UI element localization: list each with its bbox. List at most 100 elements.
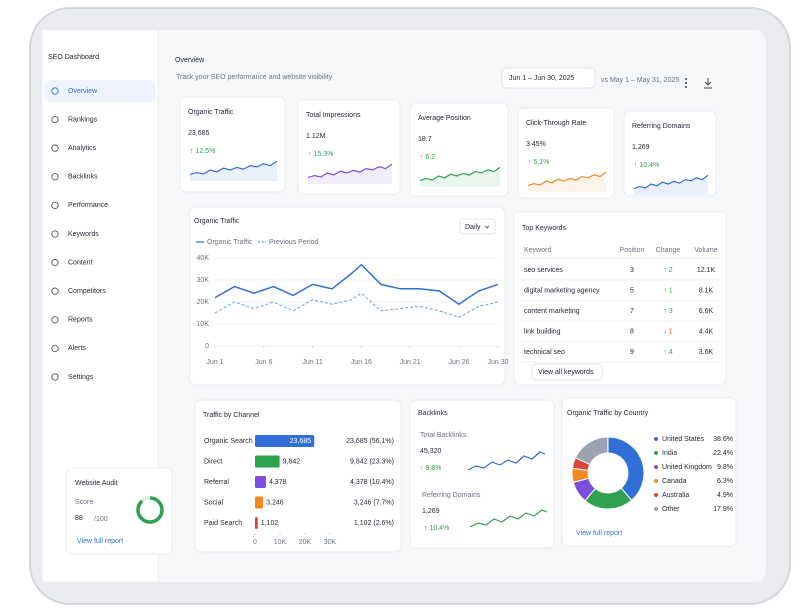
table-header: Change bbox=[656, 247, 681, 254]
channel-label: Direct bbox=[204, 458, 222, 465]
kpi-sparkline bbox=[633, 174, 709, 189]
audit-card bbox=[65, 467, 173, 555]
country-value: 9.8% bbox=[717, 464, 733, 471]
x-tick-label: Jun 11 bbox=[302, 359, 323, 366]
channel-bar bbox=[255, 517, 258, 529]
nav-item[interactable]: Backlinks bbox=[68, 174, 98, 181]
nav-icon bbox=[51, 144, 59, 152]
nav-icon bbox=[51, 201, 59, 210]
nav-icon bbox=[51, 87, 59, 95]
nav-item[interactable]: Settings bbox=[68, 374, 94, 381]
nav-item[interactable]: Performance bbox=[68, 202, 108, 209]
legend-dot bbox=[654, 451, 658, 455]
kpi-label: Referring Domains bbox=[632, 123, 691, 130]
value-label: 3,246 (7.7%) bbox=[354, 499, 394, 506]
date-button[interactable] bbox=[501, 67, 596, 89]
table-cell: technical seo bbox=[524, 349, 565, 356]
channel-label: Organic Search bbox=[204, 438, 253, 445]
table-cell: 3 bbox=[630, 267, 634, 274]
download-icon[interactable] bbox=[704, 78, 712, 89]
table-header: Position bbox=[620, 247, 645, 254]
bar-label: 3,246 bbox=[266, 499, 284, 506]
x-tick-label: Jun 6 bbox=[255, 359, 272, 366]
kpi-card bbox=[297, 99, 401, 195]
table-cell: ↑ 4 bbox=[663, 349, 672, 356]
nav-item[interactable]: Alerts bbox=[68, 345, 86, 352]
kpi-value: 3.45% bbox=[526, 141, 546, 148]
sidebar-title: SEO Dashboard bbox=[48, 54, 99, 61]
date-range[interactable]: Jun 1 – Jun 30, 2025 bbox=[509, 75, 574, 82]
bar-label: 9,842 bbox=[283, 458, 301, 465]
more-icon[interactable] bbox=[685, 78, 687, 88]
nav-icon bbox=[51, 230, 59, 238]
y-tick-label: 30K bbox=[197, 277, 210, 284]
channels-title: Traffic by Channel bbox=[203, 412, 260, 419]
keywords-link-button[interactable] bbox=[531, 363, 603, 381]
country-value: 38.6% bbox=[713, 436, 733, 443]
donut-slice bbox=[574, 436, 609, 466]
table-cell: ↑ 2 bbox=[663, 267, 672, 274]
legend-label: Organic Traffic bbox=[207, 239, 253, 246]
country-label: United States bbox=[662, 436, 705, 443]
legend-dot bbox=[654, 493, 658, 497]
backlinks-ref-change: ↑ 10.4% bbox=[424, 525, 449, 532]
kpi-card bbox=[517, 107, 615, 199]
kpi-value: 23,685 bbox=[188, 130, 210, 137]
nav-item[interactable]: Competitors bbox=[68, 288, 106, 295]
page-title: Overview bbox=[175, 57, 205, 64]
table-cell: 8.1K bbox=[699, 287, 714, 294]
nav-item[interactable]: Content bbox=[68, 259, 93, 266]
keywords-link[interactable]: View all keywords bbox=[538, 369, 594, 376]
y-tick-label: 20K bbox=[197, 299, 210, 306]
nav-icon bbox=[51, 287, 59, 295]
channel-label: Paid Search bbox=[204, 520, 242, 527]
table-cell: seo services bbox=[524, 267, 563, 274]
nav-active bbox=[44, 80, 156, 102]
country-value: 22.4% bbox=[713, 450, 733, 457]
nav-item[interactable]: Keywords bbox=[68, 231, 99, 238]
kpi-card bbox=[623, 110, 717, 197]
kpi-label: Average Position bbox=[418, 115, 471, 122]
dot bbox=[685, 78, 687, 80]
audit-link[interactable]: View full report bbox=[77, 538, 123, 545]
kpi-change: ↑ 10.4% bbox=[634, 162, 659, 169]
country-label: Australia bbox=[662, 492, 689, 499]
kpi-sparkline bbox=[189, 160, 278, 175]
x-tick-label: Jun 1 bbox=[206, 359, 223, 366]
backlinks-ref-label: Referring Domains bbox=[422, 492, 481, 499]
channel-label: Referral bbox=[204, 479, 229, 486]
nav-item[interactable]: Rankings bbox=[68, 116, 98, 123]
y-tick-label: 0 bbox=[205, 343, 209, 350]
countries-title: Organic Traffic by Country bbox=[567, 410, 649, 417]
nav-item[interactable]: Reports bbox=[68, 317, 93, 324]
audit-score: 88 bbox=[75, 515, 83, 522]
x-tick-label: 20K bbox=[299, 539, 312, 546]
country-label: Other bbox=[662, 506, 680, 513]
backlinks-total-label: Total Backlinks bbox=[420, 432, 467, 439]
country-value: 4.9% bbox=[717, 492, 733, 499]
kpi-change: ↑ 15.3% bbox=[308, 151, 333, 158]
channel-bar bbox=[255, 455, 280, 468]
dropdown-caret bbox=[484, 225, 490, 229]
nav-item[interactable]: Overview bbox=[68, 88, 98, 95]
kpi-sparkline bbox=[527, 171, 607, 186]
nav-item[interactable]: Analytics bbox=[68, 145, 97, 152]
x-tick-label: Jun 16 bbox=[351, 359, 372, 366]
nav-icon bbox=[51, 173, 59, 181]
period-dropdown[interactable] bbox=[459, 218, 496, 235]
audit-score-label: Score bbox=[75, 499, 93, 506]
period-label[interactable]: Daily bbox=[465, 224, 481, 231]
x-tick-label: 10K bbox=[274, 539, 287, 546]
country-label: Canada bbox=[662, 478, 687, 485]
table-cell: 6.6K bbox=[699, 308, 714, 315]
table-cell: 3.6K bbox=[699, 349, 714, 356]
nav-icon bbox=[51, 316, 59, 324]
kpi-label: Click-Through Rate bbox=[526, 120, 586, 127]
kpi-sparkline-area bbox=[528, 172, 606, 192]
countries-link[interactable]: View full report bbox=[576, 530, 622, 537]
compare-range: vs May 1 – May 31, 2025 bbox=[601, 77, 679, 84]
kpi-change: ↑ 12.5% bbox=[190, 148, 215, 155]
dot bbox=[685, 82, 687, 84]
